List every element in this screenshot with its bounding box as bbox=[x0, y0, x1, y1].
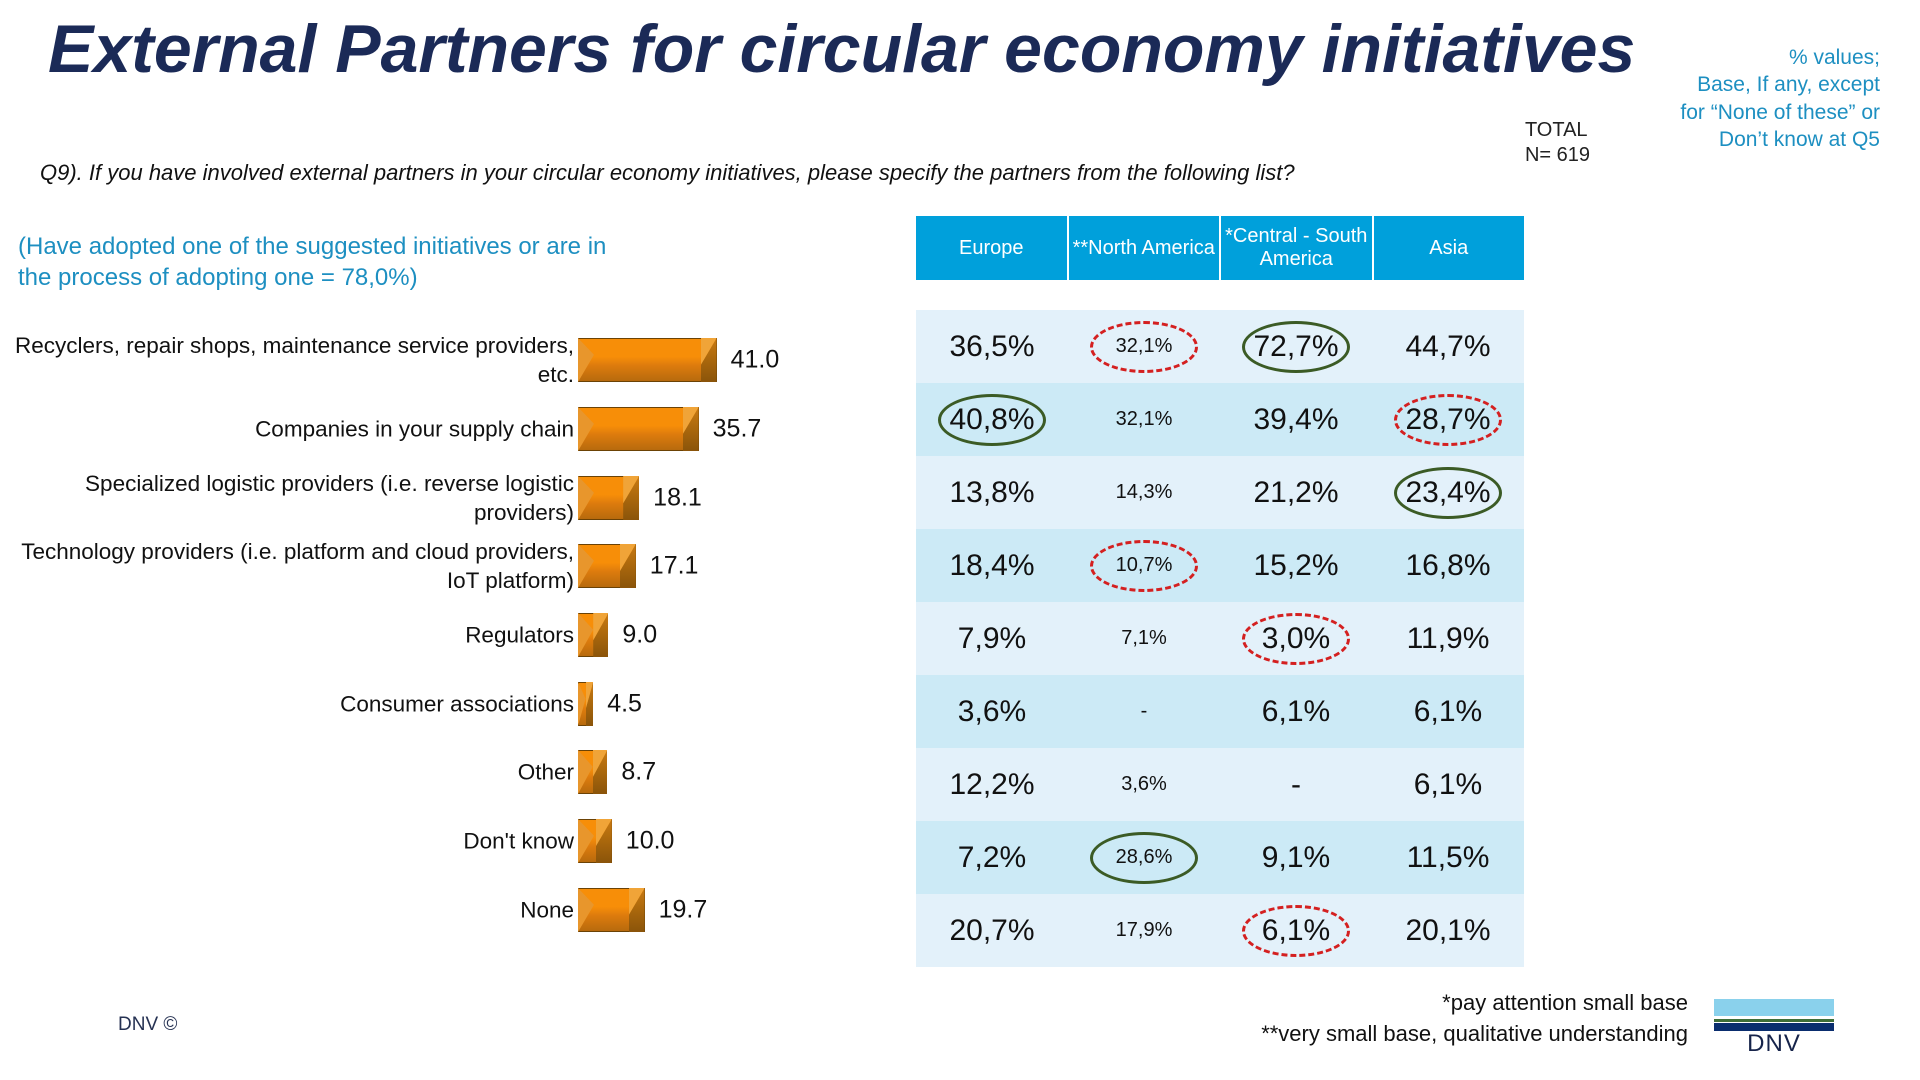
svg-text:DNV: DNV bbox=[1747, 1030, 1801, 1054]
